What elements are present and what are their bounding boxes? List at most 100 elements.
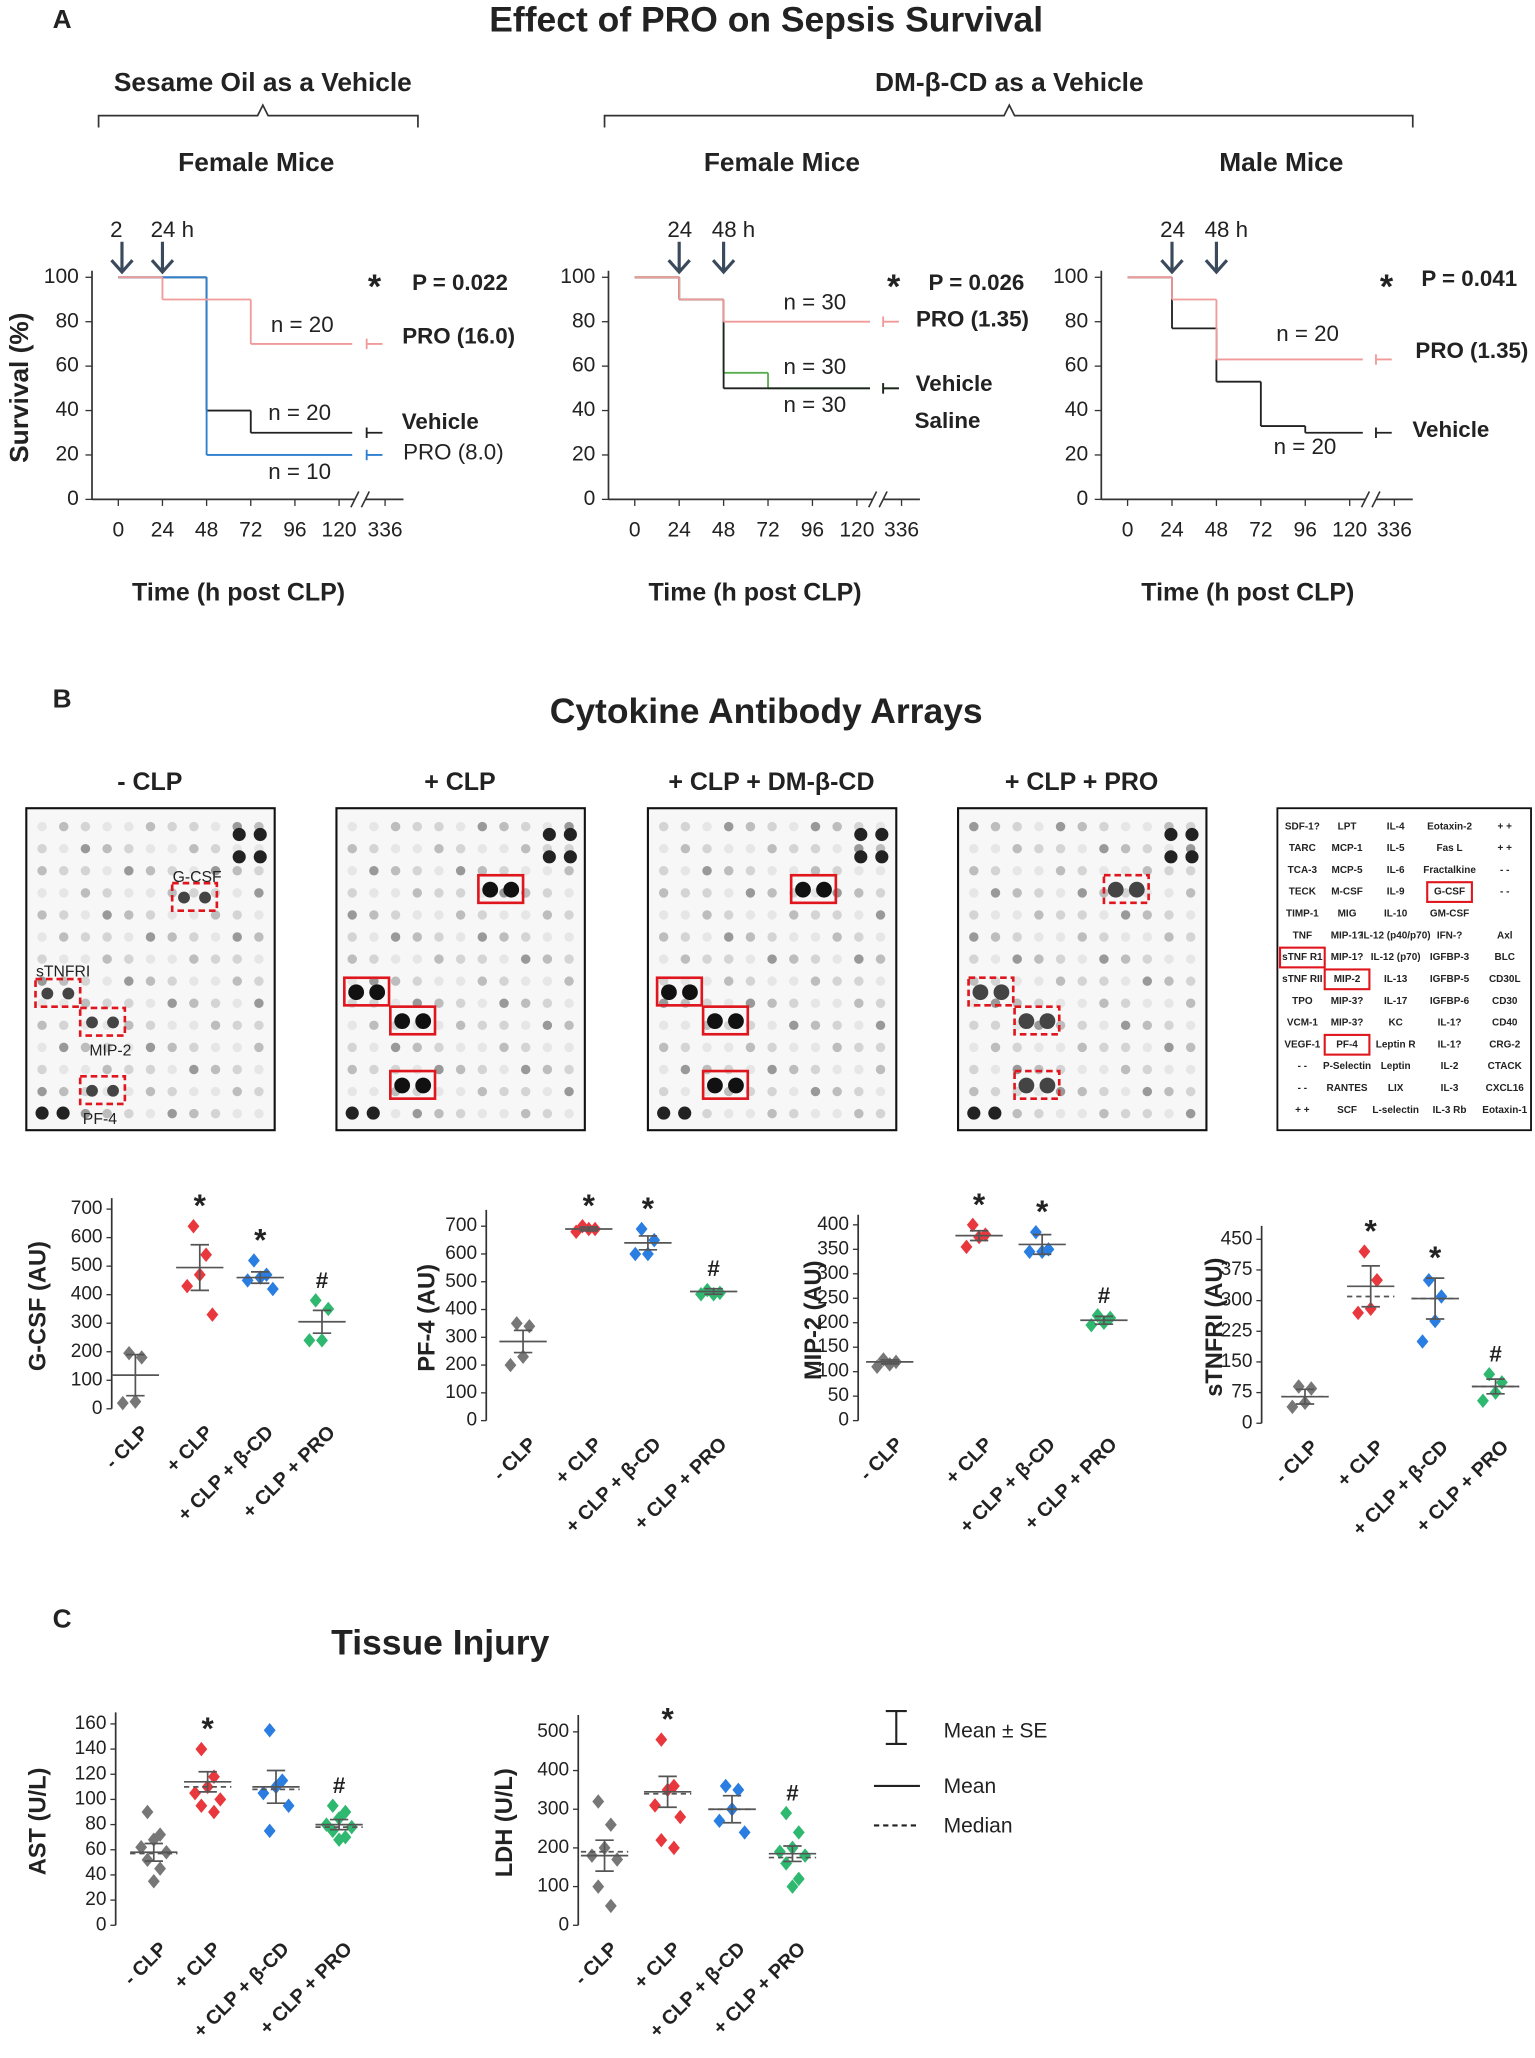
array-spot [59,866,69,876]
data-point [303,1333,316,1348]
array-spot [990,910,1001,920]
array-spot [232,1086,242,1097]
array-spot [810,821,821,832]
highlight-box [655,976,704,1007]
arrow [711,241,736,275]
y-tick-label: 0 [558,1914,569,1935]
reference-spot [35,1106,49,1120]
data-point [1352,1305,1365,1321]
data-point [1364,1301,1377,1317]
array-spot [232,998,242,1008]
array-spot [1099,821,1109,832]
array-spot [1185,998,1196,1008]
map-cell: IGFBP-3 [1430,952,1470,963]
array-spot [520,910,531,920]
arrow [1160,241,1184,275]
array-spot [832,1064,842,1075]
array-spot [369,1064,379,1075]
error-bar [638,1235,658,1251]
array-spot [477,1042,488,1053]
array-spot [658,821,669,832]
map-cell: IL-1? [1438,1039,1462,1050]
array-spot [520,976,531,986]
data-point [263,1722,276,1738]
array-spot [145,821,156,832]
map-cell: IL-17 [1384,996,1408,1007]
significance-mark: # [316,1268,329,1293]
array-spot [102,843,112,854]
map-cell: Eotaxin-1 [1482,1105,1527,1116]
arrow [667,241,691,275]
array-spot [455,954,466,964]
data-point [604,1898,617,1914]
array-spot [499,954,509,964]
array-spot [254,998,264,1008]
significance-mark: * [194,1187,207,1223]
array-image [335,807,586,1132]
array-spot [189,1086,199,1097]
y-tick-label: 500 [537,1721,569,1742]
highlight-box [78,1006,127,1037]
spot-label: sTNFRI [36,964,90,981]
brace [603,103,1414,128]
array-spot [347,843,357,854]
array-spot [394,1013,411,1029]
significance-mark: * [202,1710,215,1746]
map-cell: IL-9 [1387,887,1405,898]
array-spot [86,1016,98,1029]
array-title: - CLP [117,768,182,796]
array-spot [969,866,979,876]
significance-mark: # [786,1781,799,1806]
array-title: + CLP [424,768,495,796]
y-tick-label: 0 [96,1914,107,1935]
array-spot [745,843,756,854]
array-spot [972,984,989,1001]
annotation: n = 20 [268,400,331,425]
array-spot [412,932,423,942]
map-cell: sTNF RII [1282,974,1323,985]
array-spot [254,976,264,986]
data-point [1023,1244,1036,1259]
reference-spot [253,850,267,864]
array-spot [412,866,423,876]
array-spot [1185,910,1196,920]
annotation: * [368,268,382,306]
array-spot [37,866,47,876]
x-tick-label: 336 [1377,518,1412,541]
array-spot [1099,954,1109,964]
array-spot [767,910,777,920]
array-spot [390,866,401,876]
array-spot [1185,1064,1196,1075]
array-spot [254,866,264,876]
data-point [263,1823,276,1839]
data-point [635,1221,648,1237]
axis-break [867,491,888,508]
array-spot [107,1016,119,1029]
annotation: Saline [915,408,981,433]
map-cell: Axl [1497,930,1513,941]
array-spot [1164,1086,1174,1097]
array-spot [37,1086,47,1097]
array-spot [658,1020,669,1031]
array-spot [232,1020,242,1031]
map-cell: IGFBP-6 [1430,996,1470,1007]
y-tick-label: 600 [71,1227,103,1248]
legend-text: Mean [944,1775,997,1798]
array-spot [990,954,1001,964]
array-spot [795,881,811,898]
array-spot [102,888,112,898]
array-spot [1142,910,1153,920]
array-spot [499,866,509,876]
data-point [129,1394,142,1409]
array-spot [347,910,357,920]
array-spot [434,954,444,964]
x-tick-label: 96 [283,518,306,541]
array-spot [455,1020,466,1031]
array-spot [990,932,1001,942]
reference-spot [875,827,889,842]
y-tick-label: 80 [55,309,78,332]
map-highlight [1323,1033,1371,1056]
array-spot [167,1020,177,1031]
array-spot [1099,1086,1109,1097]
array-spot [702,932,712,942]
